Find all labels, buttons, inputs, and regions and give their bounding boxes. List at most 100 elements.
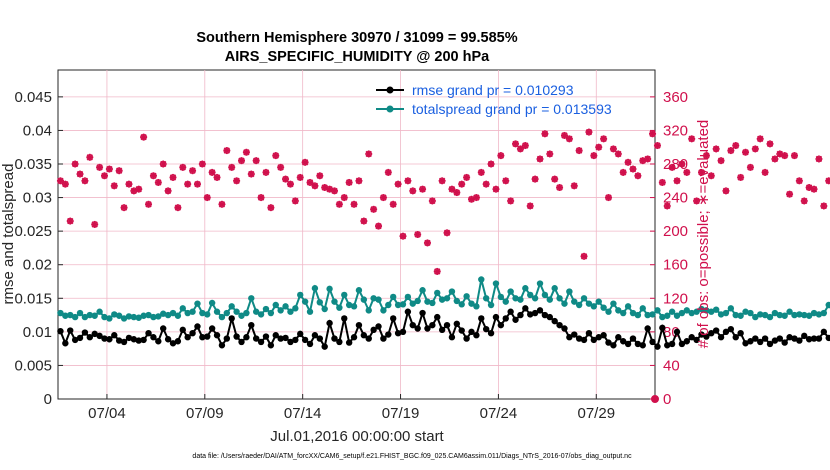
right-tick-label: 160: [663, 257, 688, 274]
obs-evaluated-marker: [732, 142, 740, 150]
obs-evaluated-marker: [560, 131, 568, 139]
totalspread-point: [81, 313, 89, 321]
rmse-point: [438, 326, 446, 334]
rmse-point: [610, 342, 617, 349]
obs-evaluated-marker: [800, 197, 808, 205]
obs-evaluated-marker: [203, 194, 211, 202]
rmse-point: [414, 325, 421, 332]
obs-evaluated-marker: [497, 152, 505, 160]
rmse-point: [404, 308, 412, 315]
totalspread-point: [659, 313, 666, 321]
rmse-point: [796, 337, 803, 344]
totalspread-point: [585, 300, 593, 307]
obs-evaluated-marker: [565, 135, 573, 143]
totalspread-point: [561, 300, 568, 307]
totalspread-point: [223, 309, 231, 317]
rmse-point: [458, 327, 465, 334]
left-tick-label: 0.035: [14, 156, 52, 173]
obs-evaluated-marker: [198, 160, 206, 168]
rmse-point: [145, 330, 152, 337]
rmse-point: [757, 338, 764, 346]
rmse-point: [703, 333, 710, 340]
totalspread-point: [497, 293, 505, 301]
left-tick-label: 0.03: [23, 190, 52, 207]
totalspread-point: [453, 297, 461, 305]
totalspread-point: [517, 296, 524, 303]
totalspread-point: [62, 312, 69, 319]
totalspread-point: [551, 285, 558, 292]
totalspread-point: [301, 298, 309, 305]
totalspread-point: [820, 309, 828, 317]
obs-evaluated-marker: [345, 178, 353, 186]
obs-evaluated-marker: [458, 180, 466, 188]
totalspread-point: [350, 303, 358, 310]
obs-evaluated-marker: [223, 147, 231, 155]
obs-evaluated-marker: [614, 150, 622, 158]
totalspread-point: [311, 285, 319, 292]
rmse-point: [771, 337, 779, 344]
rmse-point: [282, 334, 289, 342]
totalspread-point: [717, 311, 725, 318]
rmse-point: [507, 308, 514, 315]
totalspread-point: [297, 291, 304, 299]
obs-evaluated-marker: [56, 177, 64, 185]
obs-evaluated-marker: [697, 168, 705, 176]
obs-evaluated-marker: [790, 152, 798, 160]
totalspread-point: [414, 297, 421, 305]
rmse-point: [732, 334, 739, 341]
totalspread-point: [409, 300, 416, 307]
rmse-point: [184, 334, 191, 341]
left-tick-label: 0.025: [14, 223, 52, 240]
obs-evaluated-marker: [296, 173, 304, 181]
obs-evaluated-marker: [438, 177, 446, 185]
totalspread-point: [693, 308, 700, 315]
obs-evaluated-marker: [722, 187, 730, 195]
totalspread-point: [434, 289, 441, 297]
rmse-point: [208, 325, 216, 332]
x-axis: 07/04 07/09 07/14 07/19 07/24 07/29: [88, 394, 615, 422]
rmse-point: [135, 337, 142, 344]
totalspread-point: [262, 305, 270, 313]
totalspread-point: [776, 311, 783, 319]
obs-evaluated-marker: [86, 153, 94, 161]
rmse-point: [336, 338, 343, 346]
totalspread-point: [771, 309, 779, 317]
totalspread-point: [536, 280, 544, 287]
plot-area: [57, 69, 656, 400]
obs-evaluated-marker: [394, 180, 402, 188]
x-tick-label: 07/09: [186, 405, 224, 422]
totalspread-point: [321, 305, 328, 313]
totalspread-point: [76, 309, 84, 317]
rmse-point: [644, 325, 651, 332]
rmse-point: [306, 340, 314, 348]
right-tick-label: 360: [663, 89, 688, 106]
rmse-point: [522, 305, 529, 312]
obs-evaluated-marker: [409, 187, 417, 195]
rmse-point: [218, 342, 226, 349]
totalspread-point: [228, 303, 235, 310]
obs-evaluated-marker: [649, 130, 657, 138]
rmse-point: [742, 340, 749, 347]
totalspread-point: [580, 295, 588, 302]
totalspread-point: [282, 303, 289, 310]
rmse-point: [585, 330, 593, 337]
rmse-point: [727, 325, 735, 333]
legend-rmse-label: rmse grand pr = 0.010293: [412, 82, 574, 98]
rmse-point: [815, 335, 823, 342]
obs-evaluated-marker: [644, 155, 652, 163]
totalspread-point: [385, 301, 392, 309]
totalspread-point: [164, 311, 172, 319]
rmse-point: [370, 326, 377, 334]
obs-evaluated-marker: [404, 177, 412, 185]
obs-evaluated-marker: [335, 200, 343, 208]
totalspread-point: [345, 301, 353, 309]
totalspread-point: [482, 295, 490, 302]
rmse-point: [717, 334, 725, 341]
x-tick-label: 07/19: [382, 405, 420, 422]
totalspread-point: [805, 312, 813, 319]
rmse-point: [571, 331, 578, 338]
totalspread-point: [360, 296, 368, 303]
obs-evaluated-marker: [423, 239, 431, 247]
rmse-point: [595, 334, 602, 341]
